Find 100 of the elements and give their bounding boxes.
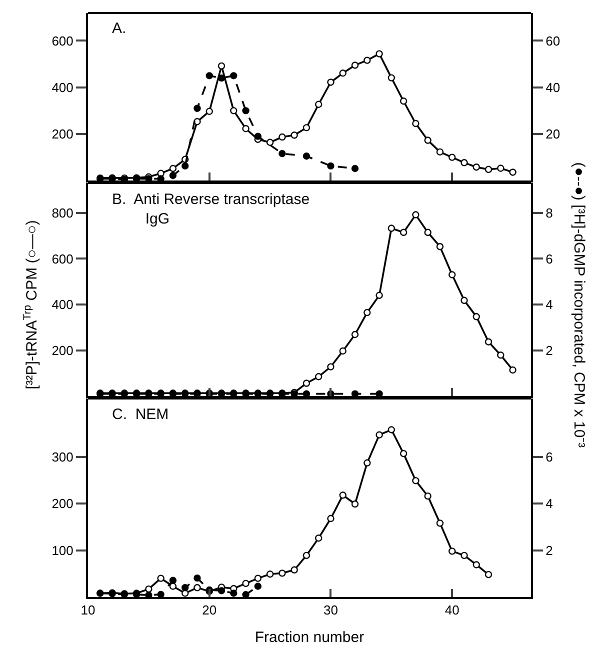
point bbox=[484, 338, 492, 346]
point bbox=[472, 163, 480, 171]
point bbox=[169, 576, 177, 584]
point bbox=[206, 108, 213, 115]
point bbox=[448, 271, 456, 278]
x-tick-label: 30 bbox=[324, 602, 338, 618]
y2-tick-label: 6 bbox=[546, 251, 553, 266]
point bbox=[302, 380, 310, 387]
point bbox=[315, 534, 322, 542]
point bbox=[400, 228, 408, 236]
point bbox=[315, 373, 322, 380]
point bbox=[194, 584, 201, 592]
point bbox=[388, 224, 396, 232]
point bbox=[254, 132, 262, 140]
point bbox=[400, 98, 408, 105]
point bbox=[327, 162, 334, 170]
point bbox=[351, 62, 359, 69]
point bbox=[182, 162, 189, 170]
point bbox=[460, 159, 468, 166]
y2-tick-label: 20 bbox=[546, 126, 560, 142]
point bbox=[400, 450, 408, 458]
point bbox=[436, 242, 444, 250]
point bbox=[218, 74, 226, 82]
point bbox=[302, 552, 310, 560]
point bbox=[194, 574, 201, 582]
point bbox=[351, 330, 359, 338]
y-tick-label: 100 bbox=[52, 542, 74, 558]
text: C. NEM bbox=[112, 406, 169, 423]
point bbox=[206, 72, 213, 80]
point bbox=[436, 148, 444, 156]
point bbox=[472, 561, 480, 568]
point bbox=[182, 590, 189, 597]
point bbox=[327, 78, 334, 86]
point bbox=[497, 164, 504, 172]
point bbox=[242, 125, 250, 132]
y2-tick-label: 2 bbox=[546, 542, 553, 558]
point bbox=[290, 566, 298, 574]
point bbox=[497, 352, 504, 359]
y-tick-label: 300 bbox=[52, 449, 74, 464]
y2-tick-label: 6 bbox=[546, 449, 553, 464]
point bbox=[157, 574, 164, 582]
point bbox=[315, 100, 322, 108]
point bbox=[278, 150, 286, 158]
point bbox=[290, 132, 298, 139]
point bbox=[339, 492, 346, 499]
point bbox=[376, 50, 383, 58]
text: B. Anti Reverse transcriptase IgG bbox=[112, 191, 310, 228]
y-tick-label: 200 bbox=[52, 126, 74, 142]
point bbox=[169, 164, 177, 172]
y-tick-label: 200 bbox=[52, 496, 74, 512]
point bbox=[327, 514, 334, 522]
point bbox=[424, 228, 432, 236]
point bbox=[194, 104, 201, 112]
point bbox=[376, 292, 383, 299]
y2-axis-title: (●--●) [³H]-dGMP incorporated, CPM x 10⁻³ bbox=[570, 162, 588, 448]
point bbox=[254, 582, 262, 590]
point bbox=[218, 587, 226, 594]
point bbox=[302, 124, 310, 132]
y-tick-label: 600 bbox=[52, 251, 74, 266]
point bbox=[327, 363, 334, 370]
point bbox=[412, 120, 420, 128]
point bbox=[230, 590, 238, 597]
point bbox=[278, 133, 286, 141]
point bbox=[460, 296, 468, 304]
point bbox=[484, 570, 492, 578]
point bbox=[376, 431, 383, 438]
point bbox=[266, 138, 274, 146]
y2-tick-label: 60 bbox=[546, 33, 560, 48]
point bbox=[388, 74, 396, 82]
point bbox=[472, 313, 480, 320]
point bbox=[278, 570, 286, 577]
text: A. bbox=[112, 20, 126, 37]
y2-tick-label: 40 bbox=[546, 80, 560, 95]
point bbox=[509, 168, 516, 176]
point bbox=[242, 107, 250, 114]
point bbox=[424, 492, 432, 500]
point bbox=[339, 347, 346, 355]
point bbox=[484, 166, 492, 174]
point bbox=[436, 520, 444, 527]
point bbox=[448, 548, 456, 555]
point bbox=[412, 477, 420, 484]
y2-tick-label: 4 bbox=[546, 297, 553, 312]
y-tick-label: 600 bbox=[52, 33, 74, 48]
point bbox=[302, 152, 310, 160]
x-tick-label: 10 bbox=[80, 602, 96, 618]
y-tick-label: 800 bbox=[52, 205, 74, 220]
point bbox=[230, 72, 238, 80]
point bbox=[339, 70, 346, 77]
point bbox=[182, 584, 189, 592]
point bbox=[218, 62, 226, 70]
point bbox=[388, 426, 396, 434]
point bbox=[230, 107, 238, 114]
point bbox=[169, 172, 177, 180]
point bbox=[254, 574, 262, 582]
y2-tick-label: 2 bbox=[546, 342, 553, 358]
y-tick-label: 400 bbox=[52, 80, 74, 95]
point bbox=[509, 366, 516, 374]
y-tick-label: 400 bbox=[52, 297, 74, 312]
point bbox=[364, 56, 371, 64]
point bbox=[266, 570, 274, 578]
